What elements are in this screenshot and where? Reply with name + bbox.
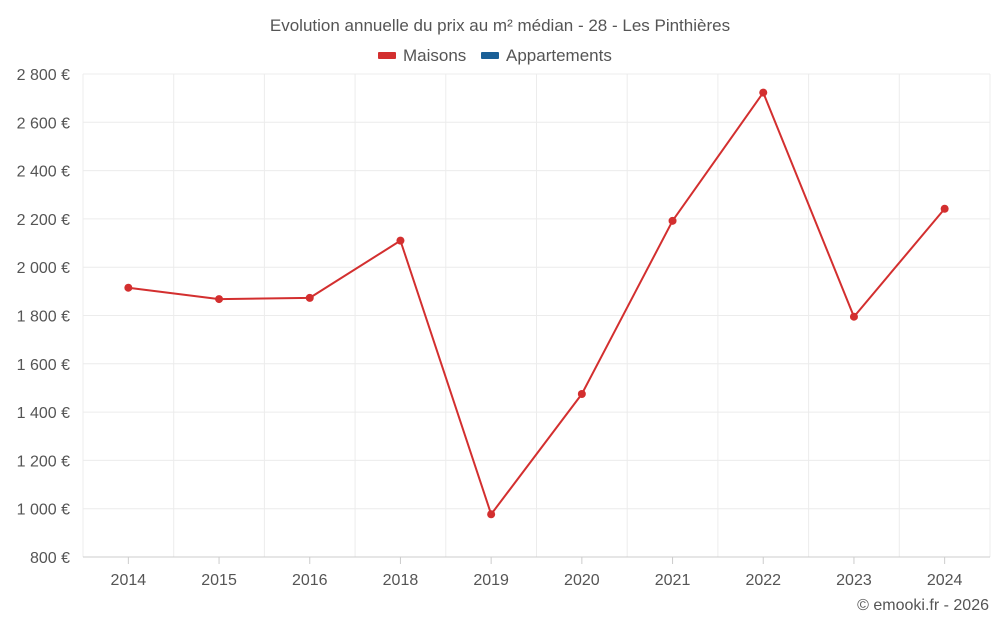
credit-text: © emooki.fr - 2026 <box>857 597 989 614</box>
data-point-maisons-2024[interactable] <box>940 204 949 213</box>
x-tick-label: 2019 <box>473 572 509 589</box>
x-tick-label: 2022 <box>745 572 781 589</box>
legend-item-maisons[interactable]: Maisons <box>378 46 466 65</box>
legend-swatch-appartements <box>481 52 499 59</box>
data-point-maisons-2018[interactable] <box>396 236 405 245</box>
data-point-maisons-2015[interactable] <box>215 295 224 304</box>
x-tick-label: 2018 <box>383 572 419 589</box>
data-point-maisons-2016[interactable] <box>305 293 314 302</box>
y-tick-label: 1 400 € <box>17 405 70 422</box>
series-points <box>124 88 949 519</box>
y-tick-label: 2 800 € <box>17 67 70 84</box>
y-tick-label: 1 200 € <box>17 453 70 470</box>
data-point-maisons-2022[interactable] <box>759 88 768 97</box>
y-tick-label: 1 000 € <box>17 502 70 519</box>
x-tick-label: 2015 <box>201 572 237 589</box>
data-point-maisons-2020[interactable] <box>577 389 586 398</box>
x-tick-label: 2016 <box>292 572 328 589</box>
data-point-maisons-2023[interactable] <box>849 312 858 321</box>
legend-item-appartements[interactable]: Appartements <box>481 46 612 65</box>
x-tick-label: 2023 <box>836 572 872 589</box>
x-tick-label: 2020 <box>564 572 600 589</box>
legend-label-appartements: Appartements <box>506 46 612 65</box>
y-tick-label: 2 600 € <box>17 115 70 132</box>
data-point-maisons-2019[interactable] <box>487 510 496 519</box>
legend-swatch-maisons <box>378 52 396 59</box>
x-tick-label: 2021 <box>655 572 691 589</box>
series-lines <box>128 91 946 516</box>
y-tick-label: 2 000 € <box>17 260 70 277</box>
y-tick-label: 2 400 € <box>17 164 70 181</box>
y-tick-label: 1 600 € <box>17 357 70 374</box>
series-line-maisons <box>128 91 946 516</box>
x-axis-ticks: 2014 2015 2016 2018 2019 2020 2021 2022 2023 2024 <box>111 557 963 589</box>
data-point-maisons-2021[interactable] <box>668 216 677 225</box>
y-axis-ticks: 800 € 1 000 € 1 200 € 1 400 € 1 600 € 1 800 €… <box>17 67 70 567</box>
x-tick-label: 2024 <box>927 572 963 589</box>
data-point-maisons-2014[interactable] <box>124 283 133 292</box>
legend: Maisons Appartements <box>378 46 612 65</box>
y-tick-label: 2 200 € <box>17 212 70 229</box>
x-tick-label: 2014 <box>111 572 147 589</box>
y-tick-label: 1 800 € <box>17 309 70 326</box>
chart-title: Evolution annuelle du prix au m² médian … <box>270 16 730 35</box>
gridlines <box>82 73 991 558</box>
legend-label-maisons: Maisons <box>403 46 466 65</box>
y-tick-label: 800 € <box>30 550 70 567</box>
